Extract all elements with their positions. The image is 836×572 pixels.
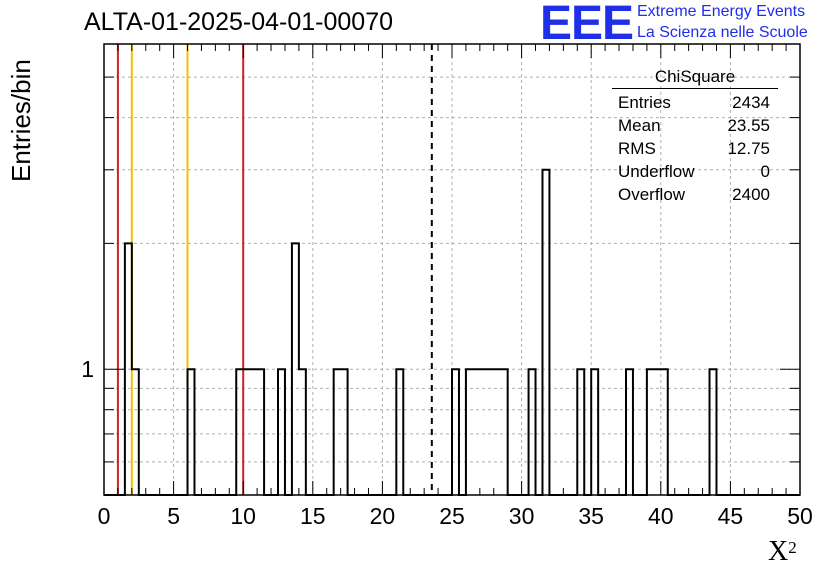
stats-label: Mean — [618, 116, 661, 135]
stats-label: Underflow — [618, 162, 695, 181]
x-tick-label: 35 — [578, 503, 604, 529]
stats-value: 0 — [760, 162, 770, 181]
x-tick-label: 40 — [648, 503, 674, 529]
histogram-bin — [542, 170, 549, 495]
eee-logo-icon: EEE — [540, 0, 634, 50]
stats-value: 23.55 — [727, 116, 770, 135]
x-tick-label: 45 — [718, 503, 744, 529]
logo-text-line2: La Scienza nelle Scuole — [637, 24, 808, 41]
stats-value: 12.75 — [727, 139, 770, 158]
stats-label: Entries — [618, 93, 671, 112]
x-axis-label-base: X — [768, 536, 789, 567]
x-tick-label: 15 — [300, 503, 326, 529]
stats-row: Entries 2434 — [612, 91, 778, 114]
stats-row: RMS 12.75 — [612, 137, 778, 160]
stats-row: Underflow 0 — [612, 160, 778, 183]
stats-box: ChiSquare Entries 2434 Mean 23.55 RMS 12.75… — [612, 67, 778, 206]
stats-row: Overflow 2400 — [612, 183, 778, 206]
x-tick-label: 30 — [509, 503, 535, 529]
stats-row: Mean 23.55 — [612, 114, 778, 137]
y-axis-label: Entries/bin — [6, 59, 36, 182]
x-tick-label: 10 — [230, 503, 256, 529]
x-tick-label: 25 — [439, 503, 465, 529]
x-axis-label: X2 — [768, 536, 797, 568]
x-tick-label: 50 — [787, 503, 813, 529]
reference-lines — [116, 44, 433, 495]
stats-value: 2434 — [732, 93, 770, 112]
axes — [103, 43, 801, 496]
x-tick-label: 0 — [98, 503, 111, 529]
logo-text-line1: Extreme Energy Events — [637, 3, 806, 20]
stats-label: Overflow — [618, 185, 686, 204]
stats-title: ChiSquare — [612, 67, 778, 89]
x-tick-label: 5 — [167, 503, 180, 529]
y-tick-label: 1 — [81, 356, 94, 382]
chart-title: ALTA-01-2025-04-01-00070 — [84, 8, 393, 36]
stats-label: RMS — [618, 139, 656, 158]
x-tick-label: 20 — [370, 503, 396, 529]
stats-value: 2400 — [732, 185, 770, 204]
tick-labels: 0 5 10 15 20 25 30 35 40 45 50 1 — [81, 356, 813, 529]
x-axis-label-exponent: 2 — [788, 538, 797, 557]
